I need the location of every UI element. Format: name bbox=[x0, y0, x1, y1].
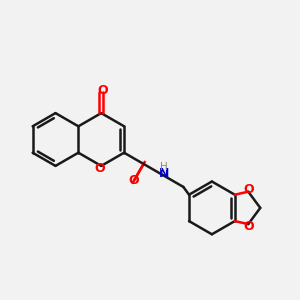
Text: O: O bbox=[244, 183, 254, 196]
Text: N: N bbox=[159, 167, 169, 180]
Text: H: H bbox=[160, 162, 168, 172]
Text: O: O bbox=[98, 84, 108, 97]
Text: O: O bbox=[244, 220, 254, 233]
Text: O: O bbox=[94, 162, 105, 176]
Text: O: O bbox=[128, 174, 139, 187]
